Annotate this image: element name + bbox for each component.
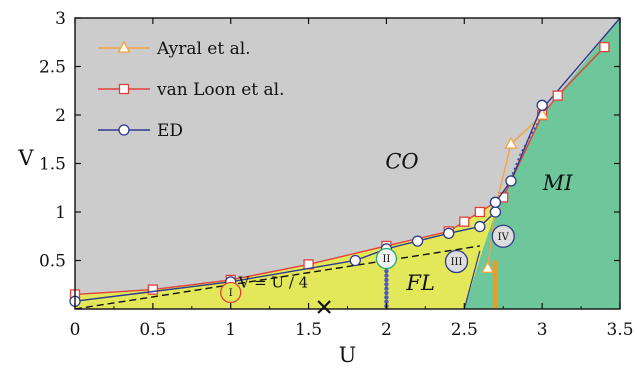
square-marker [459,216,470,227]
x-tick-label: 3 [537,320,548,340]
circle-marker [489,196,502,208]
scan-dot [384,268,389,274]
circle-marker [474,220,486,233]
square-marker [147,284,159,295]
triangle-marker [504,136,518,149]
x-tick-label: 0 [70,320,81,340]
x-tick-label: 3.5 [606,320,633,340]
point-label-i: I [220,281,242,304]
legend-label: ED [157,121,183,141]
x-axis-label: U [339,343,357,367]
phase-regions [75,18,620,309]
scan-dot [384,277,389,283]
region-label-mi: MI [542,171,574,195]
cross-marker [317,300,331,314]
point-label-text: III [451,257,463,268]
y-tick-label: 1.5 [39,155,66,175]
square-marker [552,90,563,101]
scan-dot [384,282,389,287]
square-marker [118,83,130,95]
v-equals-u-over-4-line [75,245,480,309]
x-tick-label: 1.5 [295,320,322,340]
v-equals-u-over-4-label: V = U / 4 [238,274,309,292]
axis-ticks: 0 0.5 1 1.5 2 2.5 3 3.5 0.5 1 1.5 2 2.5 3 [39,9,634,340]
x-tick-label: 2 [381,320,392,340]
legend-entry: ED [98,121,183,141]
y-tick-label: 2.5 [39,58,66,78]
circle-marker [411,235,424,247]
circle-marker [536,99,548,111]
data-series [69,41,610,307]
point-label-circle [375,247,398,270]
point-label-iii: III [444,249,469,274]
point-label-text: I [229,288,233,299]
y-axis-label: V [17,146,34,170]
x-tick-label: 1 [225,320,236,340]
scan-dot [384,290,389,296]
legend-label: van Loon et al. [156,80,284,100]
point-label-circle [220,281,242,304]
point-label-text: IV [498,232,510,243]
triangle-marker [481,260,495,273]
circle-marker [505,175,517,187]
series-line [486,114,543,269]
circle-marker [489,206,502,218]
y-tick-label: 2 [55,106,66,126]
point-label-ii: II [375,247,398,270]
scan-dot [384,286,389,291]
scan-dot [384,299,389,304]
triangle-marker [535,107,549,120]
x-tick-label: 0.5 [139,320,166,340]
region-labels: CO FL MI [317,150,574,314]
scan-dot [384,273,389,278]
legend-entry: van Loon et al. [98,80,284,100]
y-tick-label: 1 [55,203,66,223]
region-label-co: CO [385,150,418,174]
circle-marker [443,227,455,239]
fl-mi-boundary-line [463,250,481,309]
region-label-fl: FL [405,271,435,295]
y-tick-label: 0.5 [39,252,66,272]
legend: Ayral et al. van Loon et al. ED [98,39,284,141]
circle-marker [349,254,361,267]
triangle-marker [117,40,131,53]
region-fl-fill [75,197,504,309]
point-label-circle [491,224,515,248]
circle-marker [118,124,130,136]
guide-lines [75,18,620,309]
x-tick-label: 2.5 [451,320,478,340]
legend-label: Ayral et al. [156,39,251,59]
point-label-circle [444,249,469,274]
legend-entry: Ayral et al. [98,39,251,59]
y-tick-label: 3 [55,9,66,29]
square-marker [599,41,610,53]
scan-dot [384,295,389,300]
point-label-text: II [382,254,390,265]
square-marker [474,206,486,218]
point-label-iv: IV [491,224,515,248]
